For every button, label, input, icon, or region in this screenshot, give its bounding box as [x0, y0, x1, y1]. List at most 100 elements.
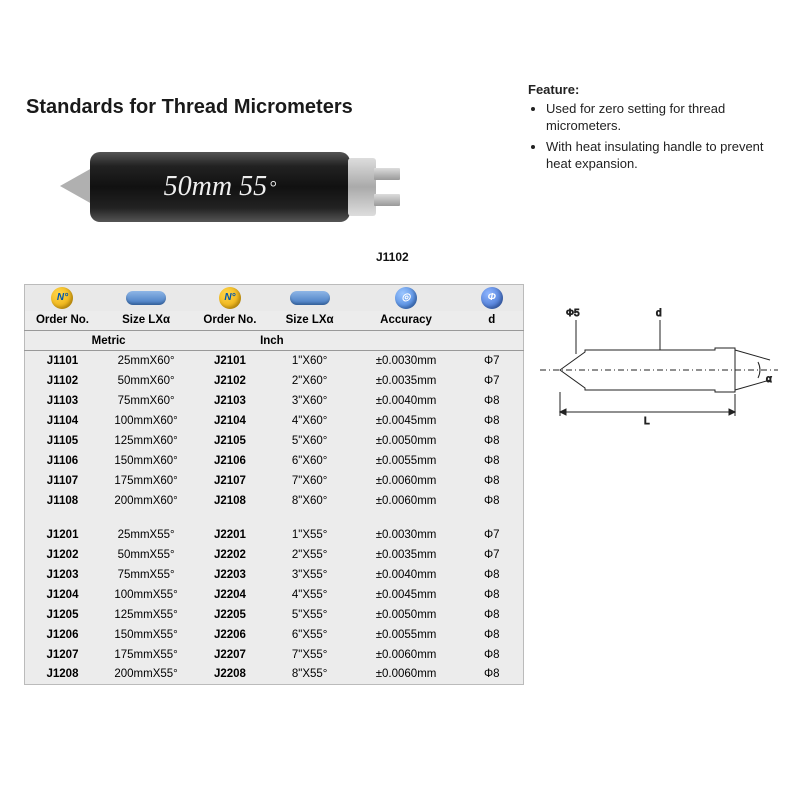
spec-table: N°N°◎ΦOrder No.Size LXαOrder No.Size LXα…	[24, 284, 524, 685]
table-cell: ±0.0050mm	[352, 431, 461, 451]
table-cell: J2208	[192, 665, 267, 685]
table-cell: ±0.0055mm	[352, 625, 461, 645]
table-cell: J2101	[192, 351, 267, 371]
table-cell: 200mmX55°	[100, 665, 192, 685]
table-cell: 125mmX55°	[100, 605, 192, 625]
dim-alpha: α	[766, 374, 772, 385]
scale-icon	[290, 291, 330, 305]
table-cell: J2204	[192, 585, 267, 605]
table-subheader-metric: Metric	[25, 331, 193, 351]
table-cell: 1"X60°	[268, 351, 352, 371]
table-cell: Φ8	[461, 391, 524, 411]
number-icon: N°	[51, 287, 73, 309]
table-cell: J1201	[25, 525, 100, 545]
table-row: J120375mmX55°J22033"X55°±0.0040mmΦ8	[25, 565, 524, 585]
table-cell: 6"X60°	[268, 451, 352, 471]
table-cell: J1106	[25, 451, 100, 471]
target-icon: ◎	[395, 287, 417, 309]
table-cell: J2106	[192, 451, 267, 471]
table-cell: J2102	[192, 371, 267, 391]
table-cell: ±0.0045mm	[352, 585, 461, 605]
barrel: 50mm 55 °	[90, 152, 350, 222]
table-cell: Φ8	[461, 645, 524, 665]
table-row: J1208200mmX55°J22088"X55°±0.0060mmΦ8	[25, 665, 524, 685]
table-cell: J1107	[25, 471, 100, 491]
table-cell: 150mmX60°	[100, 451, 192, 471]
table-header-cell: Size LXα	[268, 311, 352, 331]
table-cell: Φ8	[461, 585, 524, 605]
dimension-diagram: Φ5 d α L	[540, 300, 780, 430]
table-header-cell: Accuracy	[352, 311, 461, 331]
table-cell: 7"X60°	[268, 471, 352, 491]
table-cell: J2103	[192, 391, 267, 411]
table-cell: ±0.0060mm	[352, 645, 461, 665]
table-cell: J2203	[192, 565, 267, 585]
table-cell: Φ8	[461, 431, 524, 451]
table-cell: ±0.0035mm	[352, 371, 461, 391]
table-cell: J1206	[25, 625, 100, 645]
table-cell: J1108	[25, 491, 100, 511]
dim-L: L	[644, 416, 650, 427]
table-row: J110125mmX60°J21011"X60°±0.0030mmΦ7	[25, 351, 524, 371]
table-cell: J2202	[192, 545, 267, 565]
dim-d: d	[656, 308, 662, 319]
barrel-degree: °	[269, 177, 276, 198]
table-header-row: Order No.Size LXαOrder No.Size LXαAccura…	[25, 311, 524, 331]
table-cell: J2104	[192, 411, 267, 431]
table-cell: Φ8	[461, 625, 524, 645]
table-row: J1204100mmX55°J22044"X55°±0.0045mmΦ8	[25, 585, 524, 605]
table-cell: J1203	[25, 565, 100, 585]
table-cell: 200mmX60°	[100, 491, 192, 511]
table-row: J1107175mmX60°J21077"X60°±0.0060mmΦ8	[25, 471, 524, 491]
table-row: J110375mmX60°J21033"X60°±0.0040mmΦ8	[25, 391, 524, 411]
table-cell: 8"X60°	[268, 491, 352, 511]
table-cell: J2206	[192, 625, 267, 645]
product-image: 50mm 55 °	[60, 140, 400, 235]
table-header-cell: Order No.	[192, 311, 267, 331]
table-cell: J2207	[192, 645, 267, 665]
table-cell: 25mmX60°	[100, 351, 192, 371]
table-cell: Φ8	[461, 565, 524, 585]
table-subheader-inch: Inch	[192, 331, 351, 351]
table-cell: J1105	[25, 431, 100, 451]
table-cell: Φ8	[461, 491, 524, 511]
table-cell: ±0.0060mm	[352, 665, 461, 685]
table-cell: J2107	[192, 471, 267, 491]
table-cell: J2108	[192, 491, 267, 511]
table-cell: J1104	[25, 411, 100, 431]
table-cell: J1202	[25, 545, 100, 565]
table-cell: Φ7	[461, 545, 524, 565]
table-cell: 1"X55°	[268, 525, 352, 545]
table-cell: 4"X55°	[268, 585, 352, 605]
table-cell: 6"X55°	[268, 625, 352, 645]
table-cell: J1207	[25, 645, 100, 665]
barrel-text: 50mm 55	[164, 171, 267, 203]
table-cell: J2201	[192, 525, 267, 545]
prong-top	[374, 168, 400, 180]
table-cell: 100mmX60°	[100, 411, 192, 431]
table-cell: Φ8	[461, 665, 524, 685]
table-cell: 50mmX60°	[100, 371, 192, 391]
table-row: J120250mmX55°J22022"X55°±0.0035mmΦ7	[25, 545, 524, 565]
table-cell: 75mmX60°	[100, 391, 192, 411]
table-cell: 100mmX55°	[100, 585, 192, 605]
table-cell: Φ7	[461, 351, 524, 371]
table-cell: Φ8	[461, 451, 524, 471]
table-row: J1207175mmX55°J22077"X55°±0.0060mmΦ8	[25, 645, 524, 665]
table-header-cell: d	[461, 311, 524, 331]
prong-bottom	[374, 194, 400, 206]
table-cell: 175mmX55°	[100, 645, 192, 665]
table-cell: ±0.0030mm	[352, 525, 461, 545]
feature-heading: Feature:	[528, 82, 778, 97]
feature-box: Feature: Used for zero setting for threa…	[528, 82, 778, 177]
table-cell: Φ7	[461, 371, 524, 391]
table-row: J1206150mmX55°J22066"X55°±0.0055mmΦ8	[25, 625, 524, 645]
table-cell: 50mmX55°	[100, 545, 192, 565]
table-row: J1108200mmX60°J21088"X60°±0.0060mmΦ8	[25, 491, 524, 511]
table-cell: Φ8	[461, 605, 524, 625]
table-cell: 25mmX55°	[100, 525, 192, 545]
table-cell: J1204	[25, 585, 100, 605]
table-cell: 7"X55°	[268, 645, 352, 665]
table-cell: J1103	[25, 391, 100, 411]
dim-phi5: Φ5	[566, 308, 580, 319]
